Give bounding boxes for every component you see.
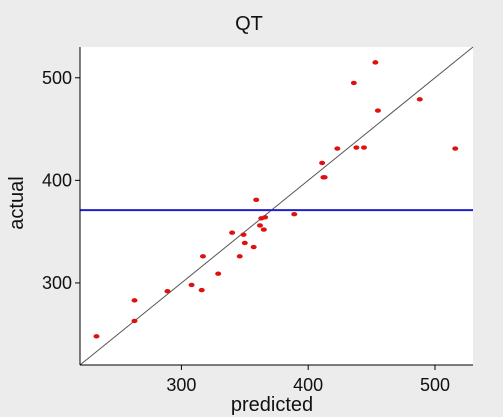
- data-point: [164, 288, 171, 294]
- data-point: [319, 160, 326, 166]
- y-axis-label: actual: [6, 176, 28, 229]
- y-tick-label: 500: [42, 68, 72, 88]
- data-point: [131, 298, 138, 303]
- data-point: [372, 60, 379, 65]
- data-point: [250, 244, 257, 250]
- chart-title: QT: [235, 13, 263, 35]
- data-point: [262, 215, 269, 220]
- data-point: [241, 240, 248, 246]
- data-point: [360, 145, 367, 150]
- data-point: [260, 227, 267, 232]
- x-tick-label: 500: [420, 375, 450, 395]
- points-layer: [93, 60, 459, 339]
- data-point: [321, 175, 328, 180]
- data-point: [334, 146, 341, 151]
- x-tick-label: 400: [293, 375, 323, 395]
- data-point: [236, 254, 243, 259]
- x-axis-label: predicted: [231, 394, 313, 416]
- data-point: [199, 254, 206, 259]
- data-point: [240, 232, 247, 237]
- data-point: [198, 287, 205, 293]
- data-point: [416, 97, 423, 102]
- y-tick-label: 400: [42, 170, 72, 190]
- data-point: [257, 223, 264, 228]
- y-ticks: 300 400 500: [42, 68, 80, 293]
- x-ticks: 300 400 500: [166, 365, 450, 395]
- data-point: [188, 282, 195, 288]
- data-point: [291, 212, 298, 217]
- data-point: [353, 145, 360, 150]
- data-point: [374, 108, 381, 113]
- data-point: [93, 334, 100, 339]
- x-tick-label: 300: [166, 375, 196, 395]
- data-point: [452, 146, 459, 151]
- y-tick-label: 300: [42, 273, 72, 293]
- data-point: [229, 230, 236, 235]
- data-point: [215, 271, 222, 276]
- data-point: [131, 318, 138, 324]
- identity-reference-line: [79, 46, 474, 366]
- data-point: [253, 197, 260, 203]
- data-point: [350, 80, 357, 86]
